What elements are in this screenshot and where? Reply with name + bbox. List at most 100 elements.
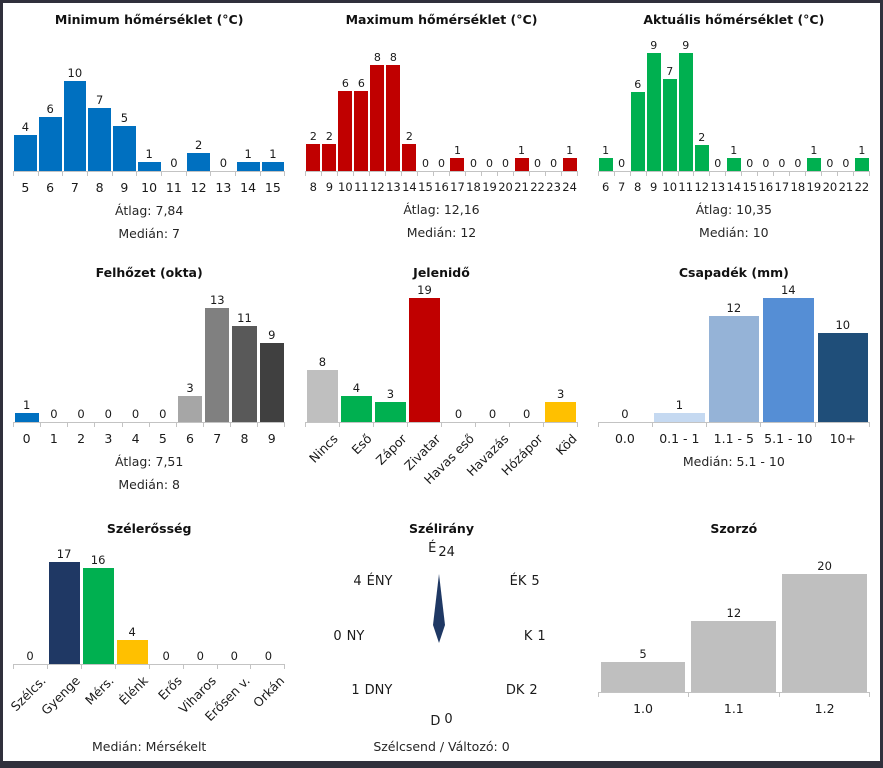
bar xyxy=(236,162,260,171)
direction-count: 2 xyxy=(529,683,538,698)
bar-value-label: 0 xyxy=(437,157,445,170)
bar xyxy=(691,621,777,692)
x-axis-label-text: 14 xyxy=(402,180,417,194)
direction-count: 0 xyxy=(444,712,453,727)
x-axis-label: 9 xyxy=(646,176,662,194)
x-axis-label-text: 9 xyxy=(325,180,334,194)
direction-label: K xyxy=(523,629,533,644)
bar-column: 6 xyxy=(38,65,63,171)
bar-column: 0 xyxy=(211,65,236,171)
axis-tick xyxy=(476,423,510,427)
direction-count: 24 xyxy=(438,545,455,560)
axis-tick xyxy=(374,423,409,427)
bar-column: 4 xyxy=(13,65,38,171)
x-axis-label-text: 2 xyxy=(77,431,86,446)
bar-column: 0 xyxy=(149,292,176,422)
x-axis-label: 19 xyxy=(482,176,498,194)
x-axis-label: 0 xyxy=(13,427,40,446)
bar xyxy=(187,153,210,171)
bar-column: 2 xyxy=(305,49,321,171)
axis-tick xyxy=(599,423,653,427)
axis-tick xyxy=(466,172,482,176)
x-axis-label-text: Nincs xyxy=(306,431,341,466)
median-line: Medián: 7 xyxy=(118,226,180,241)
bar xyxy=(514,158,529,171)
x-axis-labels: 0.0 0.1 - 1 1.1 - 5 5.1 - 10 10+ xyxy=(598,427,870,446)
median-line: Medián: Mérsékelt xyxy=(92,739,207,754)
bar-value-label: 4 xyxy=(21,120,30,134)
axis-tick xyxy=(82,665,116,669)
x-axis-label: 0.0 xyxy=(598,427,652,446)
chart-title-cloud-cover: Felhőzet (okta) xyxy=(95,265,203,280)
direction-label: ÉK xyxy=(509,574,527,589)
x-axis-labels: 0 1 2 3 4 5 6 7 8 9 xyxy=(13,427,285,446)
chart-title-maximum-temperature: Maximum hőmérséklet (°C) xyxy=(345,12,538,27)
bar-column: 0 xyxy=(710,37,726,171)
x-axis-label-text: 8 xyxy=(634,180,642,194)
bar-value-label: 0 xyxy=(550,157,558,170)
bar-column: 1 xyxy=(652,282,706,422)
x-axis-label-text: 18 xyxy=(790,180,806,194)
x-axis-label-text: Köd xyxy=(552,431,580,458)
bar-column: 0 xyxy=(790,37,806,171)
bar xyxy=(726,158,741,171)
x-axis-label: 9 xyxy=(321,176,337,194)
x-axis-label: 6 xyxy=(598,176,614,194)
bar-value-label: 2 xyxy=(405,130,413,143)
bar-column: 0 xyxy=(598,282,652,422)
median-line: Medián: 12 xyxy=(406,225,477,240)
x-axis-label: 20 xyxy=(498,176,514,194)
axis-tick xyxy=(218,665,252,669)
bar-value-label: 11 xyxy=(237,311,252,325)
x-axis-label-text: 13 xyxy=(215,180,232,195)
axis-tick xyxy=(615,172,631,176)
x-axis-label: Erős xyxy=(149,669,185,731)
axis-tick xyxy=(95,423,123,427)
x-axis-label: 15 xyxy=(417,176,433,194)
bar xyxy=(14,413,39,422)
x-axis-label-text: Mérs. xyxy=(82,673,117,708)
bar-column: 1 xyxy=(854,37,870,171)
bar-value-label: 1 xyxy=(145,147,153,161)
axis-tick xyxy=(546,172,562,176)
bar xyxy=(370,65,385,171)
axis-tick xyxy=(790,172,807,176)
x-axis-label-text: 0.0 xyxy=(614,431,635,446)
bar xyxy=(854,158,869,171)
axis-tick xyxy=(726,172,743,176)
x-axis-label: 20 xyxy=(822,176,838,194)
x-axis-label-text: 6 xyxy=(46,180,55,195)
plot-area: 0 17 16 4 0 0 0 0 xyxy=(13,546,285,664)
bar-column: 16 xyxy=(81,546,115,664)
panel-wind-strength: Szélerősség 0 17 16 4 0 0 0 0 Szélcs. Gyenge Mérs.… xyxy=(3,512,295,761)
bar-value-label: 8 xyxy=(318,355,327,369)
x-axis-label-text: 15 xyxy=(264,180,281,195)
bar-column: 3 xyxy=(544,282,578,422)
x-axis-label: 1.1 - 5 xyxy=(707,427,761,446)
x-axis-label-text: 6 xyxy=(186,431,194,446)
bar-column: 2 xyxy=(321,49,337,171)
panel-precipitation: Csapadék (mm) 0 1 12 14 10 0.0 0.1 - 1 1.1 - 5 5… xyxy=(588,256,880,512)
x-axis-label: 16 xyxy=(433,176,449,194)
direction-count: 5 xyxy=(531,574,540,589)
bar xyxy=(340,396,372,422)
bar-column: 1 xyxy=(261,65,286,171)
direction-count: 0 xyxy=(333,629,342,644)
bar-value-label: 0 xyxy=(264,649,273,663)
plot-area: 0 1 12 14 10 xyxy=(598,282,870,422)
bar-value-label: 5 xyxy=(120,111,129,125)
axis-tick xyxy=(162,172,187,176)
bar-value-label: 13 xyxy=(209,293,225,307)
bar xyxy=(38,117,62,171)
x-axis-label: 7 xyxy=(63,176,88,195)
bar xyxy=(654,413,705,422)
bar-value-label: 6 xyxy=(46,102,54,116)
chart-stats: Átlag: 10,35 Medián: 10 xyxy=(598,198,870,244)
bar-column: 1 xyxy=(236,65,261,171)
x-axis-label-text: 21 xyxy=(838,180,854,194)
x-axis-label-text: 8 xyxy=(95,180,104,195)
axis-tick xyxy=(599,172,615,176)
average-line: Átlag: 10,35 xyxy=(695,202,772,217)
x-axis-label-text: 19 xyxy=(482,180,497,194)
